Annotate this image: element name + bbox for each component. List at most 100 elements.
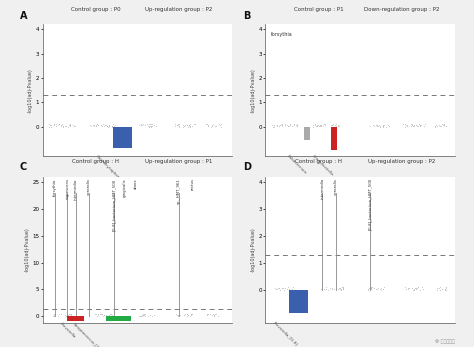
Point: [419, 287, 427, 292]
Point: [438, 121, 446, 127]
Point: [92, 122, 100, 127]
Point: [293, 124, 301, 129]
Point: [204, 122, 211, 128]
Point: [69, 122, 77, 127]
Point: [417, 123, 425, 128]
Point: [335, 286, 342, 292]
Point: [63, 124, 70, 129]
Point: [318, 122, 325, 128]
Text: Eubacterium: Eubacterium: [286, 154, 307, 175]
Y-axis label: -log10(adj-Pvalue): -log10(adj-Pvalue): [251, 228, 255, 272]
Point: [147, 124, 155, 129]
Point: [438, 286, 446, 291]
Point: [309, 124, 317, 129]
Text: A: A: [20, 11, 27, 21]
Point: [183, 311, 191, 317]
Point: [374, 124, 381, 129]
Point: [138, 313, 146, 319]
Point: [437, 123, 445, 129]
Point: [173, 312, 181, 318]
Text: intermedia: intermedia: [74, 178, 78, 200]
Point: [50, 313, 58, 319]
Point: [328, 122, 336, 127]
Point: [416, 287, 424, 293]
Point: [58, 122, 65, 128]
Text: Prevotella_[G-8]: Prevotella_[G-8]: [273, 320, 299, 346]
Point: [431, 124, 438, 129]
Point: [328, 286, 336, 292]
Point: [71, 124, 78, 129]
Point: [105, 123, 113, 129]
Point: [338, 285, 346, 290]
Text: Control group : H: Control group : H: [295, 159, 342, 164]
Point: [400, 121, 407, 127]
Point: [404, 286, 411, 291]
Point: [144, 121, 151, 127]
Point: [214, 313, 222, 319]
Point: [46, 122, 54, 128]
Point: [175, 123, 183, 128]
Point: [335, 123, 342, 128]
Point: [413, 123, 421, 129]
Point: [440, 122, 447, 128]
Text: Significantly different OTUs: Significantly different OTUs: [323, 185, 398, 190]
Point: [412, 122, 419, 128]
Point: [417, 122, 425, 128]
Point: [319, 286, 326, 292]
Bar: [304, 127, 310, 140]
Point: [174, 122, 182, 127]
Point: [415, 123, 422, 129]
Point: [108, 124, 116, 129]
Point: [330, 287, 338, 292]
Point: [65, 312, 73, 317]
Point: [188, 312, 196, 317]
Point: [105, 122, 113, 128]
Point: [67, 312, 75, 318]
Point: [321, 122, 329, 128]
Point: [104, 313, 111, 319]
Point: [191, 121, 199, 127]
Point: [279, 285, 286, 291]
Point: [105, 312, 112, 318]
Point: [66, 124, 73, 129]
Point: [137, 122, 145, 127]
Point: [207, 124, 215, 129]
Point: [94, 122, 102, 127]
Point: [382, 124, 390, 129]
Point: [87, 122, 94, 127]
Point: [366, 123, 374, 129]
Point: [335, 123, 343, 129]
Point: [414, 285, 422, 290]
Point: [441, 287, 448, 293]
Text: gingivalis: gingivalis: [123, 178, 127, 197]
Point: [443, 287, 450, 293]
Text: forsythia: forsythia: [271, 32, 293, 37]
Point: [403, 122, 411, 127]
Point: [325, 287, 332, 293]
Point: [314, 122, 321, 128]
Point: [290, 285, 297, 290]
Point: [337, 286, 345, 291]
Point: [279, 121, 286, 127]
Point: [217, 121, 225, 127]
Point: [109, 121, 117, 127]
Point: [288, 123, 296, 129]
Point: [136, 313, 144, 319]
Point: [376, 124, 384, 129]
Text: Capnocytophaga: Capnocytophaga: [95, 154, 122, 181]
Point: [180, 122, 187, 128]
Point: [380, 122, 387, 128]
Point: [284, 123, 292, 129]
Point: [332, 285, 339, 291]
Point: [370, 285, 377, 290]
Point: [93, 313, 101, 319]
Point: [66, 121, 74, 127]
Point: [319, 123, 327, 128]
Point: [420, 124, 428, 129]
Point: [144, 313, 152, 319]
Point: [380, 124, 387, 129]
Point: [186, 124, 193, 129]
Point: [145, 124, 153, 129]
Point: [109, 312, 116, 318]
Point: [278, 122, 286, 127]
